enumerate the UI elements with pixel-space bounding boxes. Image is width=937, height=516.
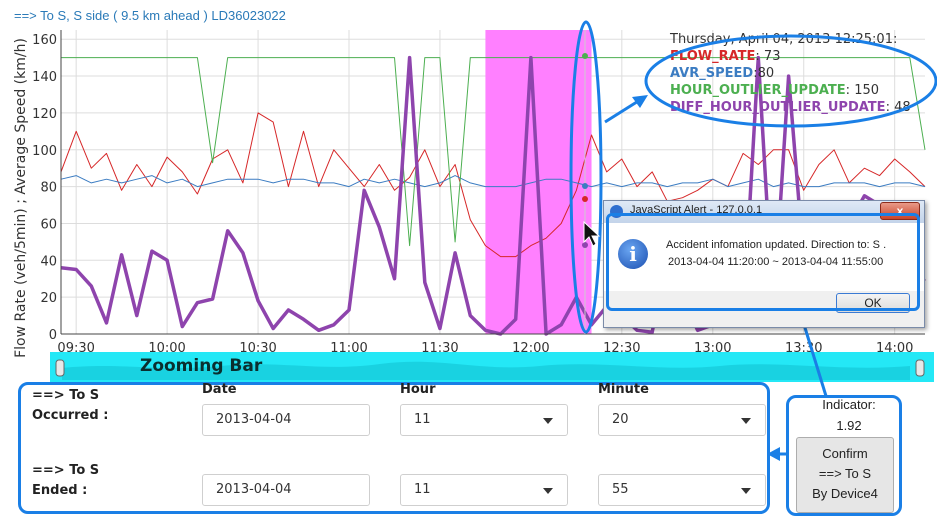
y-axis-label: Flow Rate (veh/5min) ; Average Speed (km… xyxy=(13,38,29,358)
confirm-button-line2: ==> To S xyxy=(818,466,872,481)
series-line-flow-rate xyxy=(60,112,926,258)
y-tick-label: 80 xyxy=(40,181,57,196)
confirm-button-line1: Confirm xyxy=(822,446,868,461)
indicator-highlight-box xyxy=(786,395,902,516)
ended-label-line2: Ended : xyxy=(32,483,88,498)
mouse-cursor-icon xyxy=(583,220,601,247)
zoom-handle-left[interactable] xyxy=(55,359,65,377)
indicator-value: 1.92 xyxy=(836,418,862,433)
chevron-down-icon xyxy=(741,418,751,424)
hover-point-flow-rate xyxy=(582,196,588,202)
zoom-handle-right[interactable] xyxy=(915,359,925,377)
hover-point-hour-outlier xyxy=(582,53,588,59)
minute-column-header: Minute xyxy=(598,382,649,397)
ended-date-input[interactable]: 2013-04-04 xyxy=(202,474,370,506)
tooltip-name: HOUR_OUTLIER_UPDATE xyxy=(670,83,846,98)
chevron-down-icon xyxy=(741,488,751,494)
ended-hour-select[interactable]: 11 xyxy=(400,474,568,506)
y-tick-label: 20 xyxy=(40,291,57,306)
annotation-arrow-alert xyxy=(800,317,828,397)
y-tick-label: 0 xyxy=(49,328,57,343)
occurred-hour-select[interactable]: 11 xyxy=(400,404,568,436)
info-icon: i xyxy=(618,239,648,269)
tooltip-name: AVR_SPEED xyxy=(670,66,753,81)
tooltip-value: 80 xyxy=(758,66,775,81)
occurred-hour-value: 11 xyxy=(414,412,431,427)
indicator-label: Indicator: xyxy=(822,397,876,412)
occurred-minute-value: 20 xyxy=(612,412,629,427)
confirm-button-line3: By Device4 xyxy=(812,486,878,501)
annotation-arrow-tooltip xyxy=(604,98,641,124)
form-highlight-box xyxy=(18,382,770,514)
hover-point-diff-outlier xyxy=(582,242,588,248)
series-line-diff-hour-outlier-update xyxy=(60,55,926,336)
tooltip-name: DIFF_HOUR_OUTLIER_UPDATE xyxy=(670,100,886,115)
chart-header-title: ==> To S, S side ( 9.5 km ahead ) LD3602… xyxy=(14,8,286,23)
tooltip-time: Thursday, April 04, 2013 12:25:01: xyxy=(669,32,897,47)
ended-minute-value: 55 xyxy=(612,482,629,497)
y-tick-label: 140 xyxy=(32,70,57,85)
y-tick-label: 100 xyxy=(32,144,57,159)
tooltip-value: 150 xyxy=(854,83,879,98)
y-tick-label: 160 xyxy=(32,33,57,48)
alert-highlight-box xyxy=(606,213,920,311)
occurred-label: ==> To S Occurred : xyxy=(32,387,108,425)
chevron-down-icon xyxy=(543,488,553,494)
tooltip-row-flow-rate: FLOW_RATE: 73 xyxy=(670,49,780,64)
occurred-minute-select[interactable]: 20 xyxy=(598,404,766,436)
tooltip-row-avr-speed: AVR_SPEED:80 xyxy=(670,66,774,81)
ended-label: ==> To S Ended : xyxy=(32,462,99,500)
ended-label-line1: ==> To S xyxy=(32,463,100,478)
occurred-label-line2: Occurred : xyxy=(32,408,109,423)
occurred-label-line1: ==> To S xyxy=(32,388,100,403)
alert-message-line1: Accident infomation updated. Direction t… xyxy=(666,239,887,251)
annotation-tooltip-ellipse xyxy=(644,34,937,128)
tooltip: Thursday, April 04, 2013 12:25:01: FLOW_… xyxy=(669,32,911,115)
zooming-bar[interactable] xyxy=(50,352,934,382)
y-tick-label: 120 xyxy=(32,107,57,122)
hour-column-header: Hour xyxy=(400,382,436,397)
alert-message-line2: 2013-04-04 11:20:00 ~ 2013-04-04 11:55:0… xyxy=(668,256,884,268)
y-tick-label: 40 xyxy=(40,254,57,269)
occurred-date-input[interactable]: 2013-04-04 xyxy=(202,404,370,436)
zooming-bar-label: Zooming Bar xyxy=(140,356,263,376)
tooltip-value: 73 xyxy=(764,49,781,64)
alert-body: i Accident infomation updated. Direction… xyxy=(604,223,924,291)
y-tick-label: 60 xyxy=(40,217,57,232)
y-tick-labels: 0 20 40 60 80 100 120 140 160 xyxy=(32,33,57,343)
ended-hour-value: 11 xyxy=(414,482,431,497)
chevron-down-icon xyxy=(543,418,553,424)
date-column-header: Date xyxy=(202,382,237,397)
tooltip-row-hour-outlier: HOUR_OUTLIER_UPDATE: 150 xyxy=(670,83,879,98)
confirm-button[interactable]: Confirm ==> To S By Device4 xyxy=(796,437,894,513)
zooming-bar-preview xyxy=(62,361,910,380)
tooltip-name: FLOW_RATE xyxy=(670,49,755,64)
series-layer xyxy=(60,55,926,336)
tooltip-row-diff-outlier: DIFF_HOUR_OUTLIER_UPDATE: 48 xyxy=(670,100,911,115)
hover-point-avr-speed xyxy=(582,183,588,189)
annotation-arrowhead-form xyxy=(767,447,780,461)
annotation-arrowhead-tooltip xyxy=(632,95,648,108)
axes xyxy=(60,30,925,335)
series-line-hour-outlier-update xyxy=(61,57,926,247)
annotation-column-ellipse xyxy=(569,20,603,334)
ended-minute-select[interactable]: 55 xyxy=(598,474,766,506)
